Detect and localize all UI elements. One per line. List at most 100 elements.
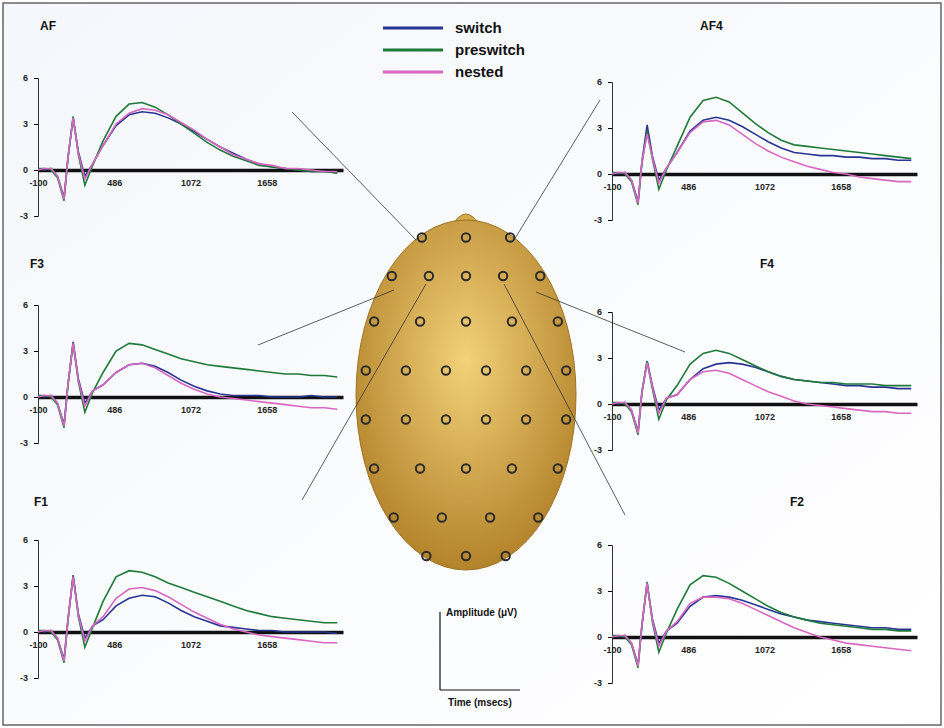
y-tick-mark [34,305,38,306]
plot-lines [38,571,337,663]
x-tick-label: 486 [107,405,122,415]
electrode [362,366,370,374]
y-tick-label: 3 [597,353,602,363]
x-tick: 1072 [181,632,201,650]
electrode [425,272,433,280]
electrode [482,415,490,423]
electrode [442,415,450,423]
y-tick-mark [608,82,612,83]
electrode [462,317,470,325]
y-tick: -3 [20,438,38,448]
y-tick: 0 [597,632,612,642]
legend-label: switch [455,19,502,36]
panel-title: F4 [760,257,774,271]
x-tick-label: 1658 [257,640,277,650]
panel: -3036-10048610721658F4 [594,257,918,455]
y-axis-line [34,79,39,217]
electrode [418,233,426,241]
electrode [522,366,530,374]
x-tick: -100 [29,397,47,415]
y-tick-label: -3 [20,211,28,221]
y-tick: -3 [20,673,38,683]
y-tick-mark [34,540,38,541]
x-tick: 486 [681,174,696,192]
y-tick-mark [34,124,38,125]
x-tick-label: -100 [603,182,621,192]
y-tick-label: 0 [597,169,602,179]
connector [514,100,600,240]
y-tick: -3 [594,678,612,688]
scale-bar-label: Amplitude (μV) [446,607,517,618]
y-tick-label: 0 [23,165,28,175]
x-tick-label: 1658 [831,645,851,655]
y-tick: -3 [20,211,38,221]
x-tick: -100 [603,637,621,655]
y-tick: 6 [597,540,612,550]
x-tick-label: 1072 [755,182,775,192]
erp-line [612,117,911,201]
panel-title: F2 [790,495,804,509]
erp-line [38,103,337,201]
x-tick: 486 [681,637,696,655]
electrode [499,272,507,280]
legend: switchpreswitchnested [383,19,525,80]
x-tick-label: -100 [29,405,47,415]
x-tick-label: 1658 [831,182,851,192]
electrode [562,415,570,423]
y-tick: 6 [23,73,38,83]
head [356,220,576,570]
y-tick-mark [34,586,38,587]
y-tick: -3 [594,215,612,225]
y-tick-label: 0 [23,392,28,402]
y-tick-label: 6 [597,540,602,550]
electrode [462,552,470,560]
connector [536,292,685,352]
erp-line [612,583,911,666]
x-tick: 1072 [755,404,775,422]
erp-line [38,575,337,659]
y-axis: -3036 [594,307,613,455]
y-axis: -3036 [20,535,39,683]
plot-lines [612,97,911,204]
y-tick-mark [34,170,38,171]
electrode [370,464,378,472]
panel: -3036-10048610721658AF4 [594,19,918,225]
y-tick: 3 [23,346,38,356]
erp-line [612,576,911,668]
y-axis-line [608,546,613,684]
electrode [562,366,570,374]
erp-line [612,361,911,432]
electrode [402,366,410,374]
y-tick-mark [34,443,38,444]
y-tick-label: -3 [20,673,28,683]
erp-line [38,343,337,426]
y-tick-mark [34,78,38,79]
y-tick: 0 [23,392,38,402]
x-tick-label: 1072 [755,645,775,655]
x-tick-label: -100 [603,645,621,655]
y-axis-line [34,306,39,444]
legend-label: nested [455,63,503,80]
y-tick: 0 [597,169,612,179]
x-tick: -100 [29,632,47,650]
y-axis: -3 0 3 6 [20,73,39,221]
panel: -3036-10048610721658F1 [20,495,344,683]
legend-swatch [383,71,443,74]
x-tick-label: 486 [681,182,696,192]
erp-line [38,109,337,199]
y-axis: -3036 [20,300,39,448]
x-tick: 1072 [181,397,201,415]
electrode [370,317,378,325]
x-tick-label: 1072 [181,640,201,650]
electrode [416,317,424,325]
erp-line [38,343,337,427]
panel: -3036-10048610721658AF [20,19,344,221]
y-tick-label: -3 [594,445,602,455]
electrode [438,513,446,521]
electrode [402,415,410,423]
y-tick: 0 [23,627,38,637]
panel-title: AF4 [700,19,723,33]
electrode [422,552,430,560]
y-tick: 3 [23,119,38,129]
y-tick: 0 [23,165,38,175]
